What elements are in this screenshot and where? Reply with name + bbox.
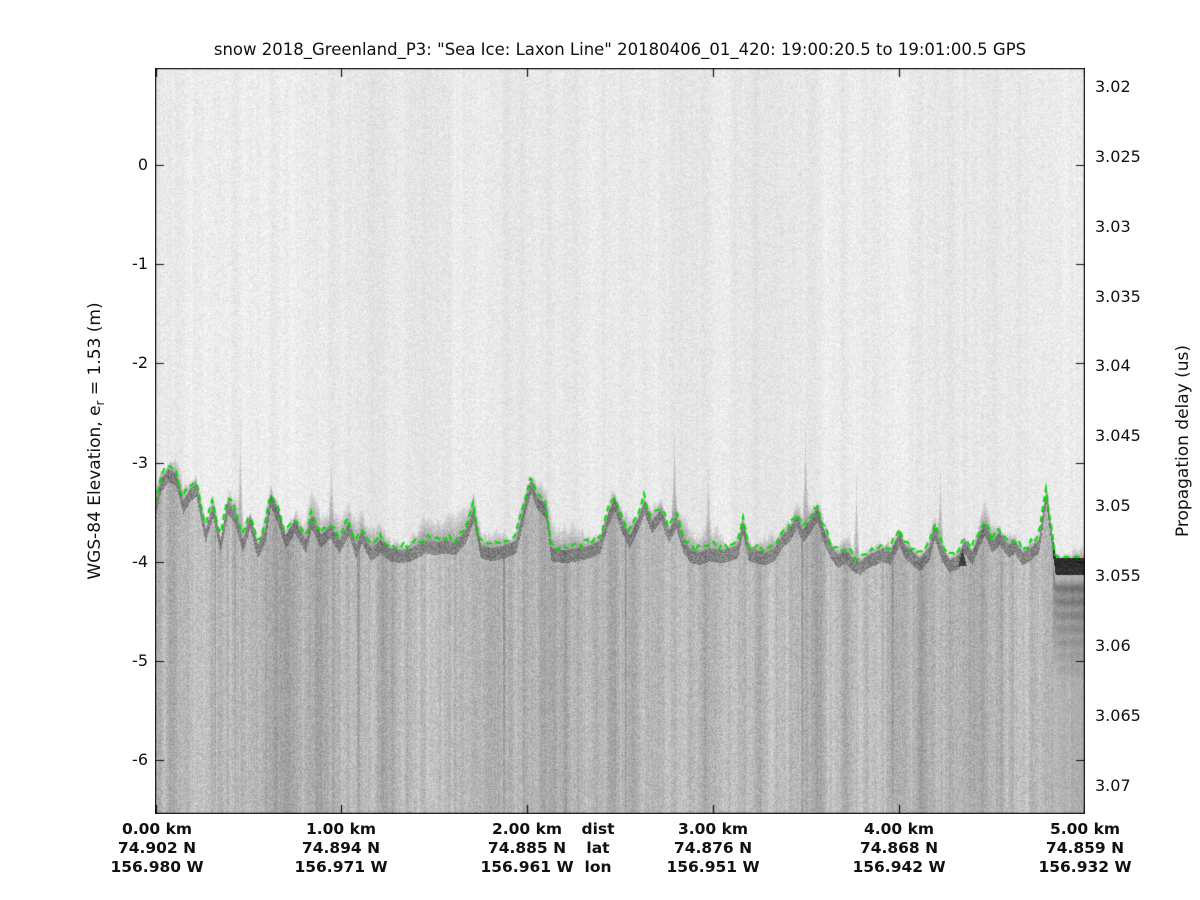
echogram-canvas [155, 68, 1085, 814]
x-tick-column-5: 5.00 km 74.859 N 156.932 W [1020, 820, 1150, 877]
elevation-tick: 0 [137, 155, 148, 174]
left-axis-label-units: = 1.53 (m) [84, 302, 105, 401]
x-tick-km: 4.00 km [863, 820, 935, 838]
elevation-tick: -5 [132, 651, 148, 670]
delay-tick: 3.035 [1095, 287, 1141, 306]
right-axis-label: Propagation delay (us) [1173, 344, 1193, 538]
x-tick-km: 1.00 km [305, 820, 377, 838]
x-tick-lat: 74.876 N [673, 839, 753, 857]
x-legend-lat: lat [586, 839, 610, 857]
x-tick-lon: 156.932 W [1038, 858, 1132, 876]
x-legend-lon: lon [584, 858, 612, 876]
elevation-tick: -4 [132, 552, 148, 571]
delay-tick: 3.055 [1095, 566, 1141, 585]
delay-tick: 3.06 [1095, 636, 1131, 655]
left-axis-label: WGS-84 Elevation, er = 1.53 (m) [85, 302, 107, 579]
delay-tick: 3.03 [1095, 217, 1131, 236]
elevation-tick: -6 [132, 750, 148, 769]
delay-tick: 3.065 [1095, 706, 1141, 725]
x-tick-lon: 156.971 W [294, 858, 388, 876]
x-tick-column-3: 3.00 km 74.876 N 156.951 W [648, 820, 778, 877]
x-tick-km: 0.00 km [121, 820, 193, 838]
x-tick-lat: 74.902 N [117, 839, 197, 857]
x-tick-column-4: 4.00 km 74.868 N 156.942 W [834, 820, 964, 877]
left-axis-label-text: WGS-84 Elevation, e [84, 405, 105, 580]
x-tick-lat: 74.859 N [1045, 839, 1125, 857]
x-tick-lon: 156.961 W [480, 858, 574, 876]
x-tick-column-0: 0.00 km 74.902 N 156.980 W [92, 820, 222, 877]
delay-tick: 3.04 [1095, 356, 1131, 375]
delay-tick: 3.02 [1095, 77, 1131, 96]
x-legend-dist: dist [581, 820, 615, 838]
x-tick-lon: 156.951 W [666, 858, 760, 876]
x-tick-column-2: 2.00 km 74.885 N 156.961 W [462, 820, 592, 877]
x-tick-column-1: 1.00 km 74.894 N 156.971 W [276, 820, 406, 877]
figure-title: snow 2018_Greenland_P3: "Sea Ice: Laxon … [213, 40, 1027, 59]
delay-tick: 3.045 [1095, 426, 1141, 445]
elevation-tick: -1 [132, 254, 148, 273]
x-tick-km: 5.00 km [1049, 820, 1121, 838]
x-tick-lon: 156.942 W [852, 858, 946, 876]
x-tick-lat: 74.868 N [859, 839, 939, 857]
delay-tick: 3.05 [1095, 496, 1131, 515]
x-tick-lon: 156.980 W [110, 858, 204, 876]
delay-tick: 3.07 [1095, 776, 1131, 795]
x-tick-km: 2.00 km [491, 820, 563, 838]
x-tick-lat: 74.894 N [301, 839, 381, 857]
elevation-tick: -3 [132, 453, 148, 472]
x-tick-lat: 74.885 N [487, 839, 567, 857]
x-tick-km: 3.00 km [677, 820, 749, 838]
x-legend-column: dist lat lon [568, 820, 628, 877]
left-axis-label-subscript: r [93, 400, 108, 406]
elevation-tick: -2 [132, 353, 148, 372]
delay-tick: 3.025 [1095, 147, 1141, 166]
